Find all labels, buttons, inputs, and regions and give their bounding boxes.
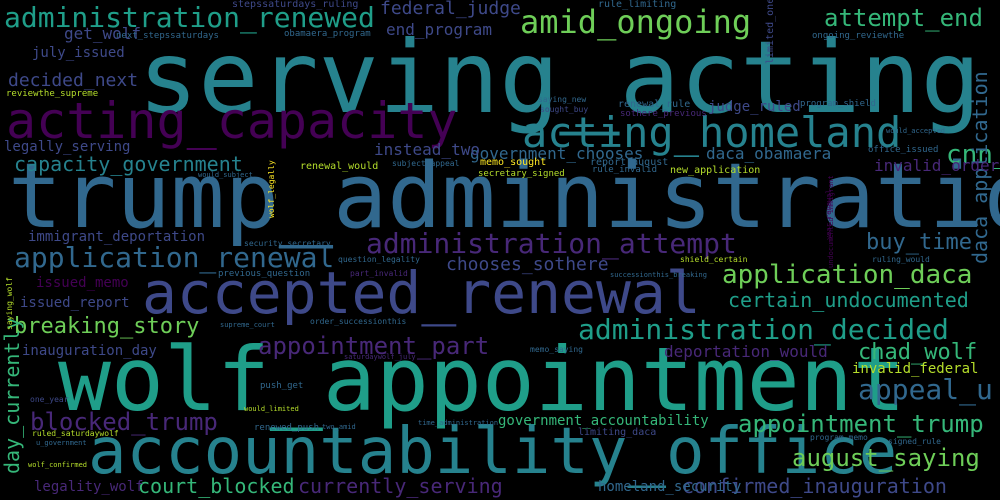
cloud-word: judge_ruled [708, 99, 801, 115]
cloud-word: new_application [670, 165, 761, 176]
cloud-word: august_saying [792, 444, 980, 472]
cloud-word: push_get [260, 381, 304, 391]
cloud-word: issued_memo [36, 275, 129, 291]
cloud-word: chooses_sothere [446, 254, 609, 275]
cloud-word: supreme_court [220, 321, 275, 329]
cloud-word: homeland_security [598, 479, 742, 495]
cloud-word: wolf_appointment [58, 328, 906, 431]
cloud-word: u_government [36, 439, 87, 447]
cloud-word: breaking_story [14, 314, 200, 339]
cloud-word: program_shield [800, 99, 876, 109]
cloud-word: signed_rule [888, 437, 941, 446]
cloud-word: reviewthe_supreme [6, 89, 99, 99]
cloud-word: previous_question [218, 269, 311, 279]
cloud-word: renewal_would [300, 161, 379, 172]
cloud-word: end_program [386, 20, 492, 39]
cloud-word: acting_capacity [6, 92, 458, 150]
cloud-word: time_administration [418, 419, 499, 427]
cloud-word: ruled_saturdaywolf [32, 429, 119, 438]
cloud-word: legally_serving [4, 139, 131, 155]
cloud-word: rule_limiting [598, 0, 677, 10]
cloud-word: stepssaturdays_ruling [232, 0, 359, 10]
cloud-word: serving_acting [138, 19, 981, 136]
cloud-word: ruling_would [872, 255, 930, 264]
cloud-word: renewed_push [254, 423, 320, 433]
cloud-word: appointment_trump [738, 410, 984, 438]
cloud-word: invalid_order [874, 156, 1000, 175]
cloud-word: question_legality [338, 255, 420, 264]
cloud-word: immigrant_deportation [28, 229, 206, 245]
cloud-word: buy_time [866, 230, 972, 255]
cloud-word: application_daca [722, 260, 973, 290]
cloud-word: wolf_confirmed [28, 461, 88, 469]
cloud-word: appointment_part [258, 332, 490, 360]
cloud-word: daca_obamaera [706, 144, 832, 163]
cloud-word: currently_serving [298, 474, 503, 498]
cloud-word: sothere_previous [620, 109, 707, 119]
cloud-word: program_memo [810, 433, 868, 442]
cloud-word: government_accountability [498, 413, 709, 429]
cloud-word: wolf_legally [267, 160, 276, 218]
cloud-word: saturdaywolf_july [344, 353, 416, 361]
cloud-word: successionthis_breaking [610, 271, 707, 279]
cloud-word: legality_wolf [34, 479, 144, 495]
cloud-word: renewal_rule [618, 99, 691, 110]
cloud-word: get_wolf [64, 24, 142, 43]
cloud-word: secretary_signed [478, 169, 565, 179]
cloud-word: application_renewal [14, 241, 335, 274]
cloud-word: next_stepssaturdays [116, 31, 219, 41]
cloud-word: instead_two [374, 140, 480, 159]
cloud-word: would_subject [198, 171, 253, 179]
cloud-word: july_issued [32, 45, 125, 61]
cloud-word: court_blocked [138, 474, 295, 498]
cloud-word: invalid_federal [852, 361, 979, 377]
cloud-word: two_amid [322, 423, 356, 431]
cloud-word: memo_sought [480, 157, 547, 168]
cloud-word: accepted_renewal [142, 259, 701, 327]
cloud-word: federal_judge [380, 0, 521, 19]
cloud-word: inauguration_day [22, 343, 157, 359]
cloud-word: attempt_end [824, 4, 983, 32]
cloud-word: administration_decided [578, 313, 949, 346]
cloud-word: chad_wolf [858, 340, 978, 365]
cloud-word: trump_administration [8, 144, 1000, 249]
cloud-word: administration_renewed [4, 1, 375, 34]
cloud-word: limited_one [765, 0, 776, 64]
cloud-word: capacity_government [14, 152, 243, 176]
cloud-word: ongoing_reviewthe [812, 31, 905, 41]
cloud-word: day_currently [0, 317, 24, 474]
cloud-word: limiting_daca [578, 427, 657, 438]
cloud-word: report_august [590, 157, 669, 168]
cloud-word: appeal_u [858, 373, 993, 406]
cloud-word: blocked_trump [30, 408, 218, 436]
cloud-word: would_accepted [886, 127, 946, 135]
cloud-word: acting_homeland [522, 108, 902, 157]
cloud-word: administration_attempt [366, 227, 737, 260]
cloud-word: order_successionthis [310, 317, 407, 326]
cloud-word: saying_new [538, 95, 587, 104]
cloud-word: one_year [30, 395, 69, 404]
cloud-word: subject_appeal [392, 159, 460, 168]
cloud-word: rule_invalid [592, 165, 658, 175]
cloud-word: year_renewal [825, 189, 833, 240]
cloud-word: obamaera_program [284, 29, 371, 39]
cloud-word: office_issued [868, 145, 939, 155]
cloud-word: deportation_would [664, 342, 828, 361]
cloud-word: cnn_chad [946, 140, 1000, 170]
cloud-word: sought_buy [540, 105, 589, 114]
cloud-word: issued_report [20, 295, 130, 311]
cloud-word: security_secretary [244, 239, 331, 248]
cloud-word: government_chooses [470, 144, 644, 163]
cloud-word: shield_certain [680, 255, 748, 264]
cloud-word: accountability_office [88, 415, 898, 489]
cloud-word: decided_next [8, 70, 139, 91]
cloud-word: certain_undocumented [728, 288, 969, 312]
cloud-word: amid_ongoing [520, 3, 752, 41]
cloud-word: would_limited [244, 405, 299, 413]
cloud-word: saying_wolf [5, 277, 14, 330]
cloud-word: memo_saying [530, 345, 583, 354]
cloud-word: part_invalid [350, 269, 408, 278]
cloud-word: confirmed_inauguration [682, 474, 947, 498]
